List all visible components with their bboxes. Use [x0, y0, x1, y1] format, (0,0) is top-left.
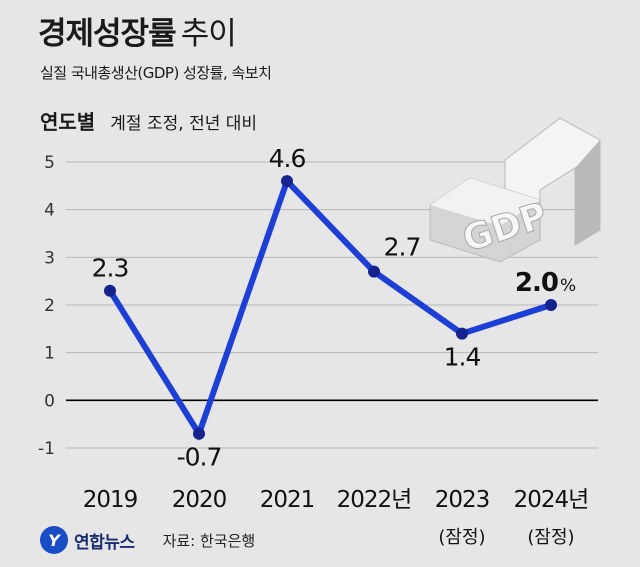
- x-tick-label: 2024년: [514, 487, 589, 513]
- subtitle: 실질 국내총생산(GDP) 성장률, 속보치: [40, 64, 272, 82]
- x-tick-label: 2022년: [337, 487, 412, 513]
- x-tick-label: 2020: [172, 487, 227, 513]
- yonhap-logo-icon: Y: [40, 526, 68, 554]
- data-label-value: 2.3: [92, 254, 129, 283]
- gdp-arrow-icon: GDP: [429, 117, 601, 263]
- data-label: 1.4: [444, 343, 481, 372]
- section-label: 연도별: [40, 110, 96, 134]
- y-tick-label: 4: [44, 201, 55, 221]
- page-title: 경제성장률 추이: [38, 8, 237, 53]
- x-tick-label: 2023: [435, 487, 490, 513]
- y-axis-ticks: 5 4 3 2 1 0 -1: [38, 153, 55, 459]
- series-line: [104, 175, 557, 441]
- x-tick-label: 2021: [260, 487, 315, 513]
- text-block-top: [430, 178, 540, 226]
- title-bold: 경제성장률: [38, 16, 177, 52]
- percent-suffix: %: [560, 276, 576, 296]
- data-label: 4.6: [269, 144, 306, 173]
- data-label: 2.3: [92, 254, 129, 283]
- data-label-value: 2.7: [384, 233, 421, 262]
- data-label-value: 2.0: [515, 268, 558, 298]
- section-note: 계절 조정, 전년 대비: [110, 114, 258, 134]
- data-point: [193, 427, 205, 440]
- y-tick-label: 2: [44, 296, 55, 316]
- data-label: 2.0%: [515, 268, 576, 298]
- data-point: [456, 327, 468, 340]
- data-label-value: -0.7: [177, 443, 222, 472]
- y-tick-label: 3: [44, 248, 55, 268]
- data-point: [281, 175, 293, 188]
- x-tick-label: 2019: [83, 487, 138, 513]
- data-label-value: 1.4: [444, 343, 481, 372]
- arrow-side: [575, 140, 600, 245]
- data-labels: 2.3 -0.7 4.6 2.7 1.4 2.0%: [92, 144, 577, 472]
- x-axis-ticks: 2019 2020 2021 2022년 2023 (잠정) 2024년 (잠정): [83, 487, 590, 548]
- x-tick-sublabel: (잠정): [527, 527, 574, 548]
- data-point: [368, 265, 380, 278]
- growth-line: [107, 175, 554, 441]
- data-point: [104, 284, 116, 297]
- y-tick-label: -1: [38, 439, 55, 459]
- data-point: [545, 299, 557, 311]
- gdp-arrow-graphic: GDP: [429, 117, 601, 263]
- x-tick-sublabel: (잠정): [438, 527, 485, 548]
- title-light: 추이: [180, 16, 237, 52]
- logo-text: 연합뉴스: [74, 532, 135, 553]
- data-label: -0.7: [177, 443, 222, 472]
- data-label-value: 4.6: [269, 144, 306, 173]
- section-header: 연도별 계절 조정, 전년 대비: [40, 106, 257, 135]
- y-tick-label: 1: [44, 344, 55, 364]
- y-tick-label: 0: [44, 391, 55, 411]
- footer: Y 연합뉴스 자료: 한국은행: [40, 526, 255, 554]
- y-tick-label: 5: [44, 153, 55, 173]
- source-text: 자료: 한국은행: [162, 531, 256, 550]
- data-label: 2.7: [384, 233, 421, 262]
